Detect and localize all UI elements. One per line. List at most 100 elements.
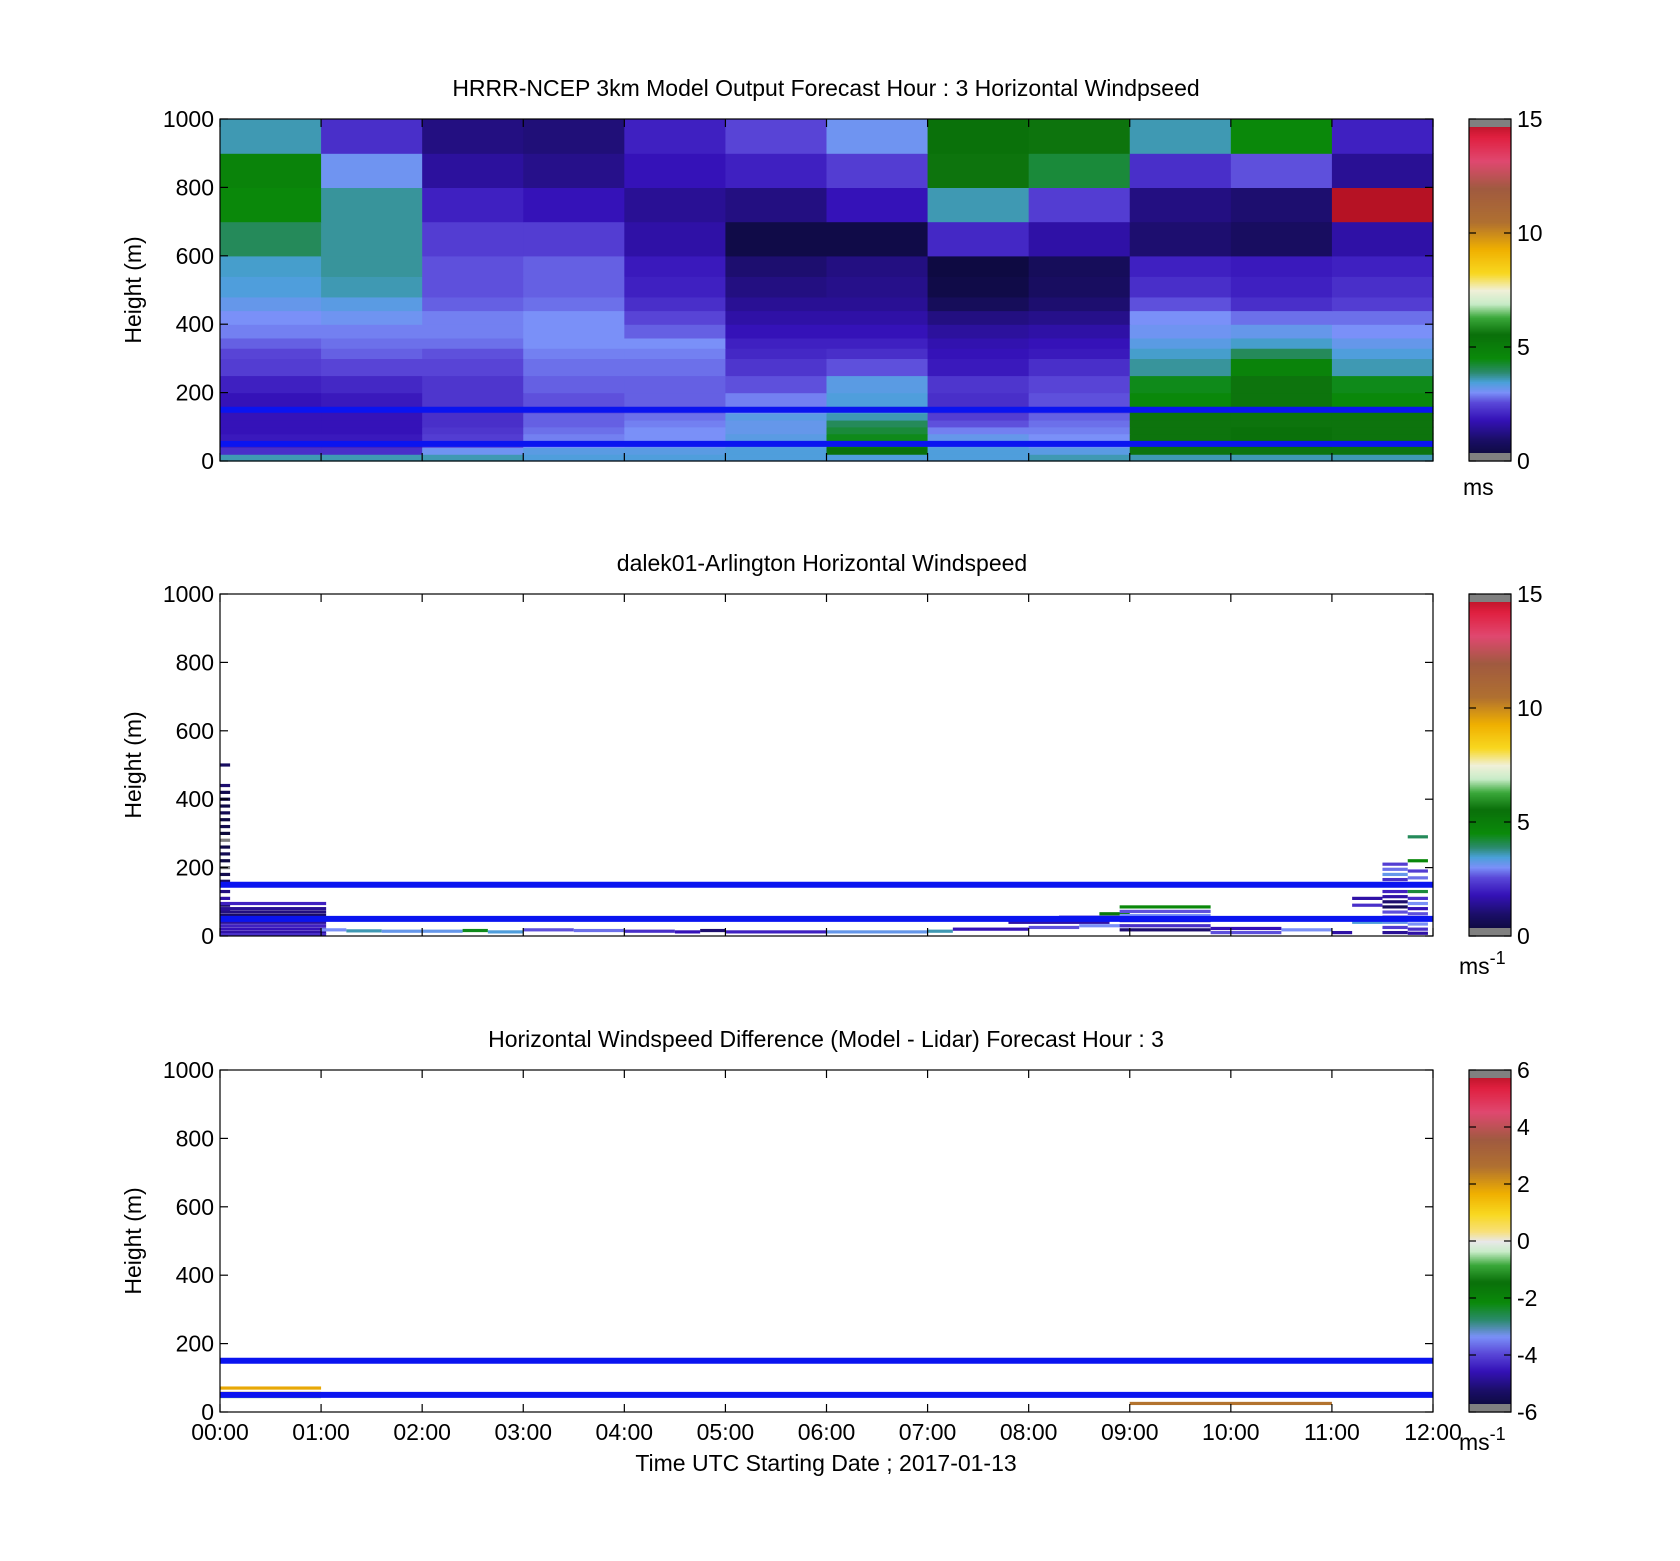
colorbar-segment: [1469, 656, 1511, 659]
heatmap-cell: [220, 454, 322, 462]
range-gate: [220, 818, 231, 822]
colorbar-segment: [1469, 153, 1511, 156]
colorbar-segment: [1469, 193, 1511, 196]
colorbar-segment: [1469, 710, 1511, 713]
colorbar-segment: [1469, 868, 1511, 871]
colorbar-segment: [1469, 608, 1511, 611]
y-tick-label: 600: [176, 1194, 214, 1220]
heatmap-cell: [1331, 426, 1434, 435]
colorbar-segment: [1469, 1382, 1511, 1385]
colorbar-segment: [1469, 1226, 1511, 1229]
colorbar-segment: [1469, 1330, 1511, 1333]
colorbar-tick-label: 2: [1517, 1171, 1530, 1197]
colorbar-segment: [1469, 291, 1511, 294]
heatmap-cell: [826, 119, 929, 154]
heatmap-cell: [1028, 358, 1131, 377]
range-gate: [700, 928, 726, 933]
heatmap-cell: [927, 348, 1030, 359]
colorbar-segment: [1469, 135, 1511, 138]
heatmap-cell: [321, 221, 423, 257]
colorbar-segment: [1469, 335, 1511, 338]
heatmap-cell: [321, 255, 423, 277]
colorbar-segment: [1469, 177, 1511, 180]
heatmap-cell: [1331, 392, 1434, 407]
heatmap-cell: [1129, 337, 1232, 349]
panel-title: Horizontal Windspeed Difference (Model -…: [488, 1026, 1164, 1052]
colorbar-segment: [1469, 1378, 1511, 1381]
colorbar-segment: [1469, 1362, 1511, 1365]
heatmap-cell: [624, 310, 727, 325]
colorbar-segment: [1469, 1096, 1511, 1099]
heatmap-cell: [523, 358, 625, 377]
colorbar-segment: [1469, 814, 1511, 817]
colorbar-segment: [1469, 1314, 1511, 1317]
colorbar-segment: [1469, 1200, 1511, 1203]
colorbar-segment: [1469, 1266, 1511, 1269]
heatmap-cell: [1230, 413, 1333, 421]
heatmap-cell: [1230, 310, 1333, 325]
heatmap-cell: [624, 392, 727, 407]
range-gate: [220, 908, 231, 912]
heatmap-cell: [624, 358, 727, 377]
heatmap-cell: [523, 119, 625, 154]
colorbar-segment: [1469, 768, 1511, 771]
range-gate: [220, 907, 327, 911]
heatmap-cell: [422, 447, 524, 455]
colorbar-segment: [1469, 451, 1511, 454]
colorbar-segment: [1469, 211, 1511, 214]
heatmap-cell: [624, 337, 727, 349]
colorbar-segment: [1469, 145, 1511, 148]
panel-lidar: dalek01-Arlington Horizontal Windspeed 0…: [120, 550, 1543, 979]
range-gate: [1407, 931, 1428, 935]
colorbar-segment: [1469, 355, 1511, 358]
colorbar-segment: [1469, 295, 1511, 298]
colorbar-segment: [1469, 1296, 1511, 1299]
colorbar-segment: [1469, 1396, 1511, 1399]
colorbar-segment: [1469, 732, 1511, 735]
range-gate: [462, 928, 488, 933]
colorbar-segment: [1469, 1130, 1511, 1133]
y-tick-label: 0: [201, 923, 214, 949]
colorbar-segment: [1469, 694, 1511, 697]
colorbar-cap: [1469, 1070, 1511, 1078]
colorbar-segment: [1469, 726, 1511, 729]
colorbar-segment: [1469, 1242, 1511, 1245]
range-gate: [725, 930, 827, 934]
colorbar-segment: [1469, 1384, 1511, 1387]
panel-difference: Horizontal Windspeed Difference (Model -…: [120, 1026, 1538, 1476]
colorbar-segment: [1469, 181, 1511, 184]
range-gate: [220, 763, 231, 767]
colorbar-tick-label: 0: [1517, 448, 1530, 474]
heatmap-cell: [624, 255, 727, 277]
heatmap-cell: [1028, 433, 1131, 442]
heatmap-cell: [927, 413, 1030, 421]
x-tick-label: 10:00: [1202, 1419, 1260, 1445]
colorbar-segment: [1469, 229, 1511, 232]
range-gate: [220, 811, 231, 815]
heatmap-cell: [725, 426, 828, 435]
x-axis-label: Time UTC Starting Date ; 2017-01-13: [635, 1450, 1016, 1476]
colorbar-segment: [1469, 205, 1511, 208]
heatmap-cell: [220, 348, 322, 359]
colorbar-segment: [1469, 878, 1511, 881]
colorbar-unit: ms-1: [1459, 1424, 1506, 1455]
heatmap-cell: [1331, 375, 1434, 394]
colorbar-segment: [1469, 1278, 1511, 1281]
colorbar-segment: [1469, 792, 1511, 795]
colorbar-segment: [1469, 734, 1511, 737]
heatmap-cell: [1230, 337, 1333, 349]
colorbar-segment: [1469, 1150, 1511, 1153]
heatmap-cell: [624, 276, 727, 298]
heatmap-cell: [220, 276, 322, 298]
y-axis-label: Height (m): [120, 711, 146, 818]
colorbar-segment: [1469, 297, 1511, 300]
colorbar-segment: [1469, 1156, 1511, 1159]
y-axis-label: Height (m): [120, 236, 146, 343]
heatmap-cell: [927, 337, 1030, 349]
range-gate: [220, 824, 231, 829]
colorbar-segment: [1469, 449, 1511, 452]
x-tick-label: 08:00: [1000, 1419, 1058, 1445]
heatmap-cell: [1028, 255, 1131, 277]
colorbar-segment: [1469, 894, 1511, 897]
heatmap-cell: [1230, 276, 1333, 298]
